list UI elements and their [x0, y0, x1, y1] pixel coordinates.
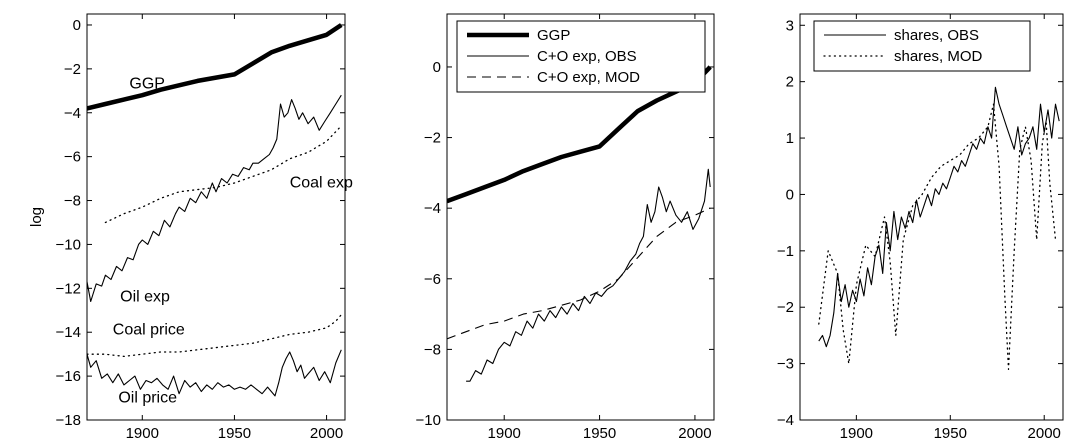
- legend: shares, OBS shares, MOD: [813, 20, 1031, 72]
- y-tick-label: −4: [424, 200, 441, 217]
- annotation-label: Coal exp: [290, 174, 353, 191]
- series-group: [447, 65, 712, 382]
- y-tick-label: −10: [56, 236, 81, 253]
- series-group: [87, 23, 343, 397]
- series-line-0: [447, 65, 712, 204]
- annotation-label: GGP: [129, 76, 165, 93]
- y-tick-label: −2: [64, 61, 81, 78]
- x-tick-label: 2000: [1028, 425, 1061, 442]
- x-tick-label: 1900: [840, 425, 873, 442]
- y-tick-label: 1: [786, 130, 794, 147]
- annotation-label: Oil exp: [120, 288, 170, 305]
- y-tick-label: 0: [433, 59, 441, 76]
- y-tick-label: −2: [777, 299, 794, 316]
- legend-label: C+O exp, OBS: [537, 48, 637, 65]
- annotation-label: Oil price: [118, 389, 177, 406]
- y-tick-label: 0: [73, 17, 81, 34]
- y-tick-label: −6: [424, 271, 441, 288]
- series-line-2: [447, 207, 711, 340]
- y-tick-label: −10: [416, 412, 441, 429]
- x-tick-label: 1900: [488, 425, 521, 442]
- annotation-label: Coal price: [113, 321, 185, 338]
- x-tick-label: 1950: [934, 425, 967, 442]
- y-tick-label: 2: [786, 74, 794, 91]
- legend: GGP C+O exp, OBS C+O exp, MOD: [456, 20, 706, 93]
- x-tick-label: 2000: [678, 425, 711, 442]
- y-tick-label: −1: [777, 243, 794, 260]
- y-tick-label: −14: [56, 324, 81, 341]
- legend-label: GGP: [537, 27, 570, 44]
- y-tick-label: 3: [786, 17, 794, 34]
- axes-frame: [799, 13, 1064, 421]
- series-line-1: [818, 103, 1057, 370]
- series-line-4: [87, 349, 342, 397]
- y-axis-label: log: [28, 207, 45, 227]
- x-tick-label: 1950: [583, 425, 616, 442]
- y-tick-label: −6: [64, 149, 81, 166]
- legend-box: [813, 20, 1031, 72]
- y-tick-label: −8: [64, 193, 81, 210]
- panel-middle-chart: 1900 1950 2000 0 −2 −4 −6 −8 −10 GGP C+O exp, OBS C…: [416, 13, 715, 442]
- y-tick-label: −18: [56, 412, 81, 429]
- y-tick-label: −4: [777, 412, 794, 429]
- x-tick-label: 2000: [310, 425, 343, 442]
- y-tick-label: 0: [786, 186, 794, 203]
- y-tick-label: −12: [56, 280, 81, 297]
- axes-frame: [86, 13, 346, 421]
- series-line-2: [87, 94, 342, 303]
- legend-label: shares, MOD: [894, 48, 983, 65]
- axes-frame: [446, 13, 715, 421]
- series-line-3: [87, 314, 342, 358]
- panel-left-chart: 1900 1950 2000 0 −2 −4 −6 −8 −10 −12 −14 −16 −18 log G…: [28, 13, 353, 442]
- y-tick-label: −16: [56, 368, 81, 385]
- y-tick-label: −3: [777, 356, 794, 373]
- series-group: [818, 86, 1060, 370]
- y-tick-label: −2: [424, 130, 441, 147]
- legend-label: C+O exp, MOD: [537, 69, 640, 86]
- series-line-1: [466, 168, 711, 382]
- y-tick-label: −8: [424, 341, 441, 358]
- series-line-1: [104, 125, 342, 224]
- legend-label: shares, OBS: [894, 27, 979, 44]
- x-tick-label: 1950: [218, 425, 251, 442]
- series-line-0: [87, 23, 343, 111]
- series-line-0: [818, 86, 1060, 348]
- x-tick-label: 1900: [126, 425, 159, 442]
- y-tick-label: −4: [64, 105, 81, 122]
